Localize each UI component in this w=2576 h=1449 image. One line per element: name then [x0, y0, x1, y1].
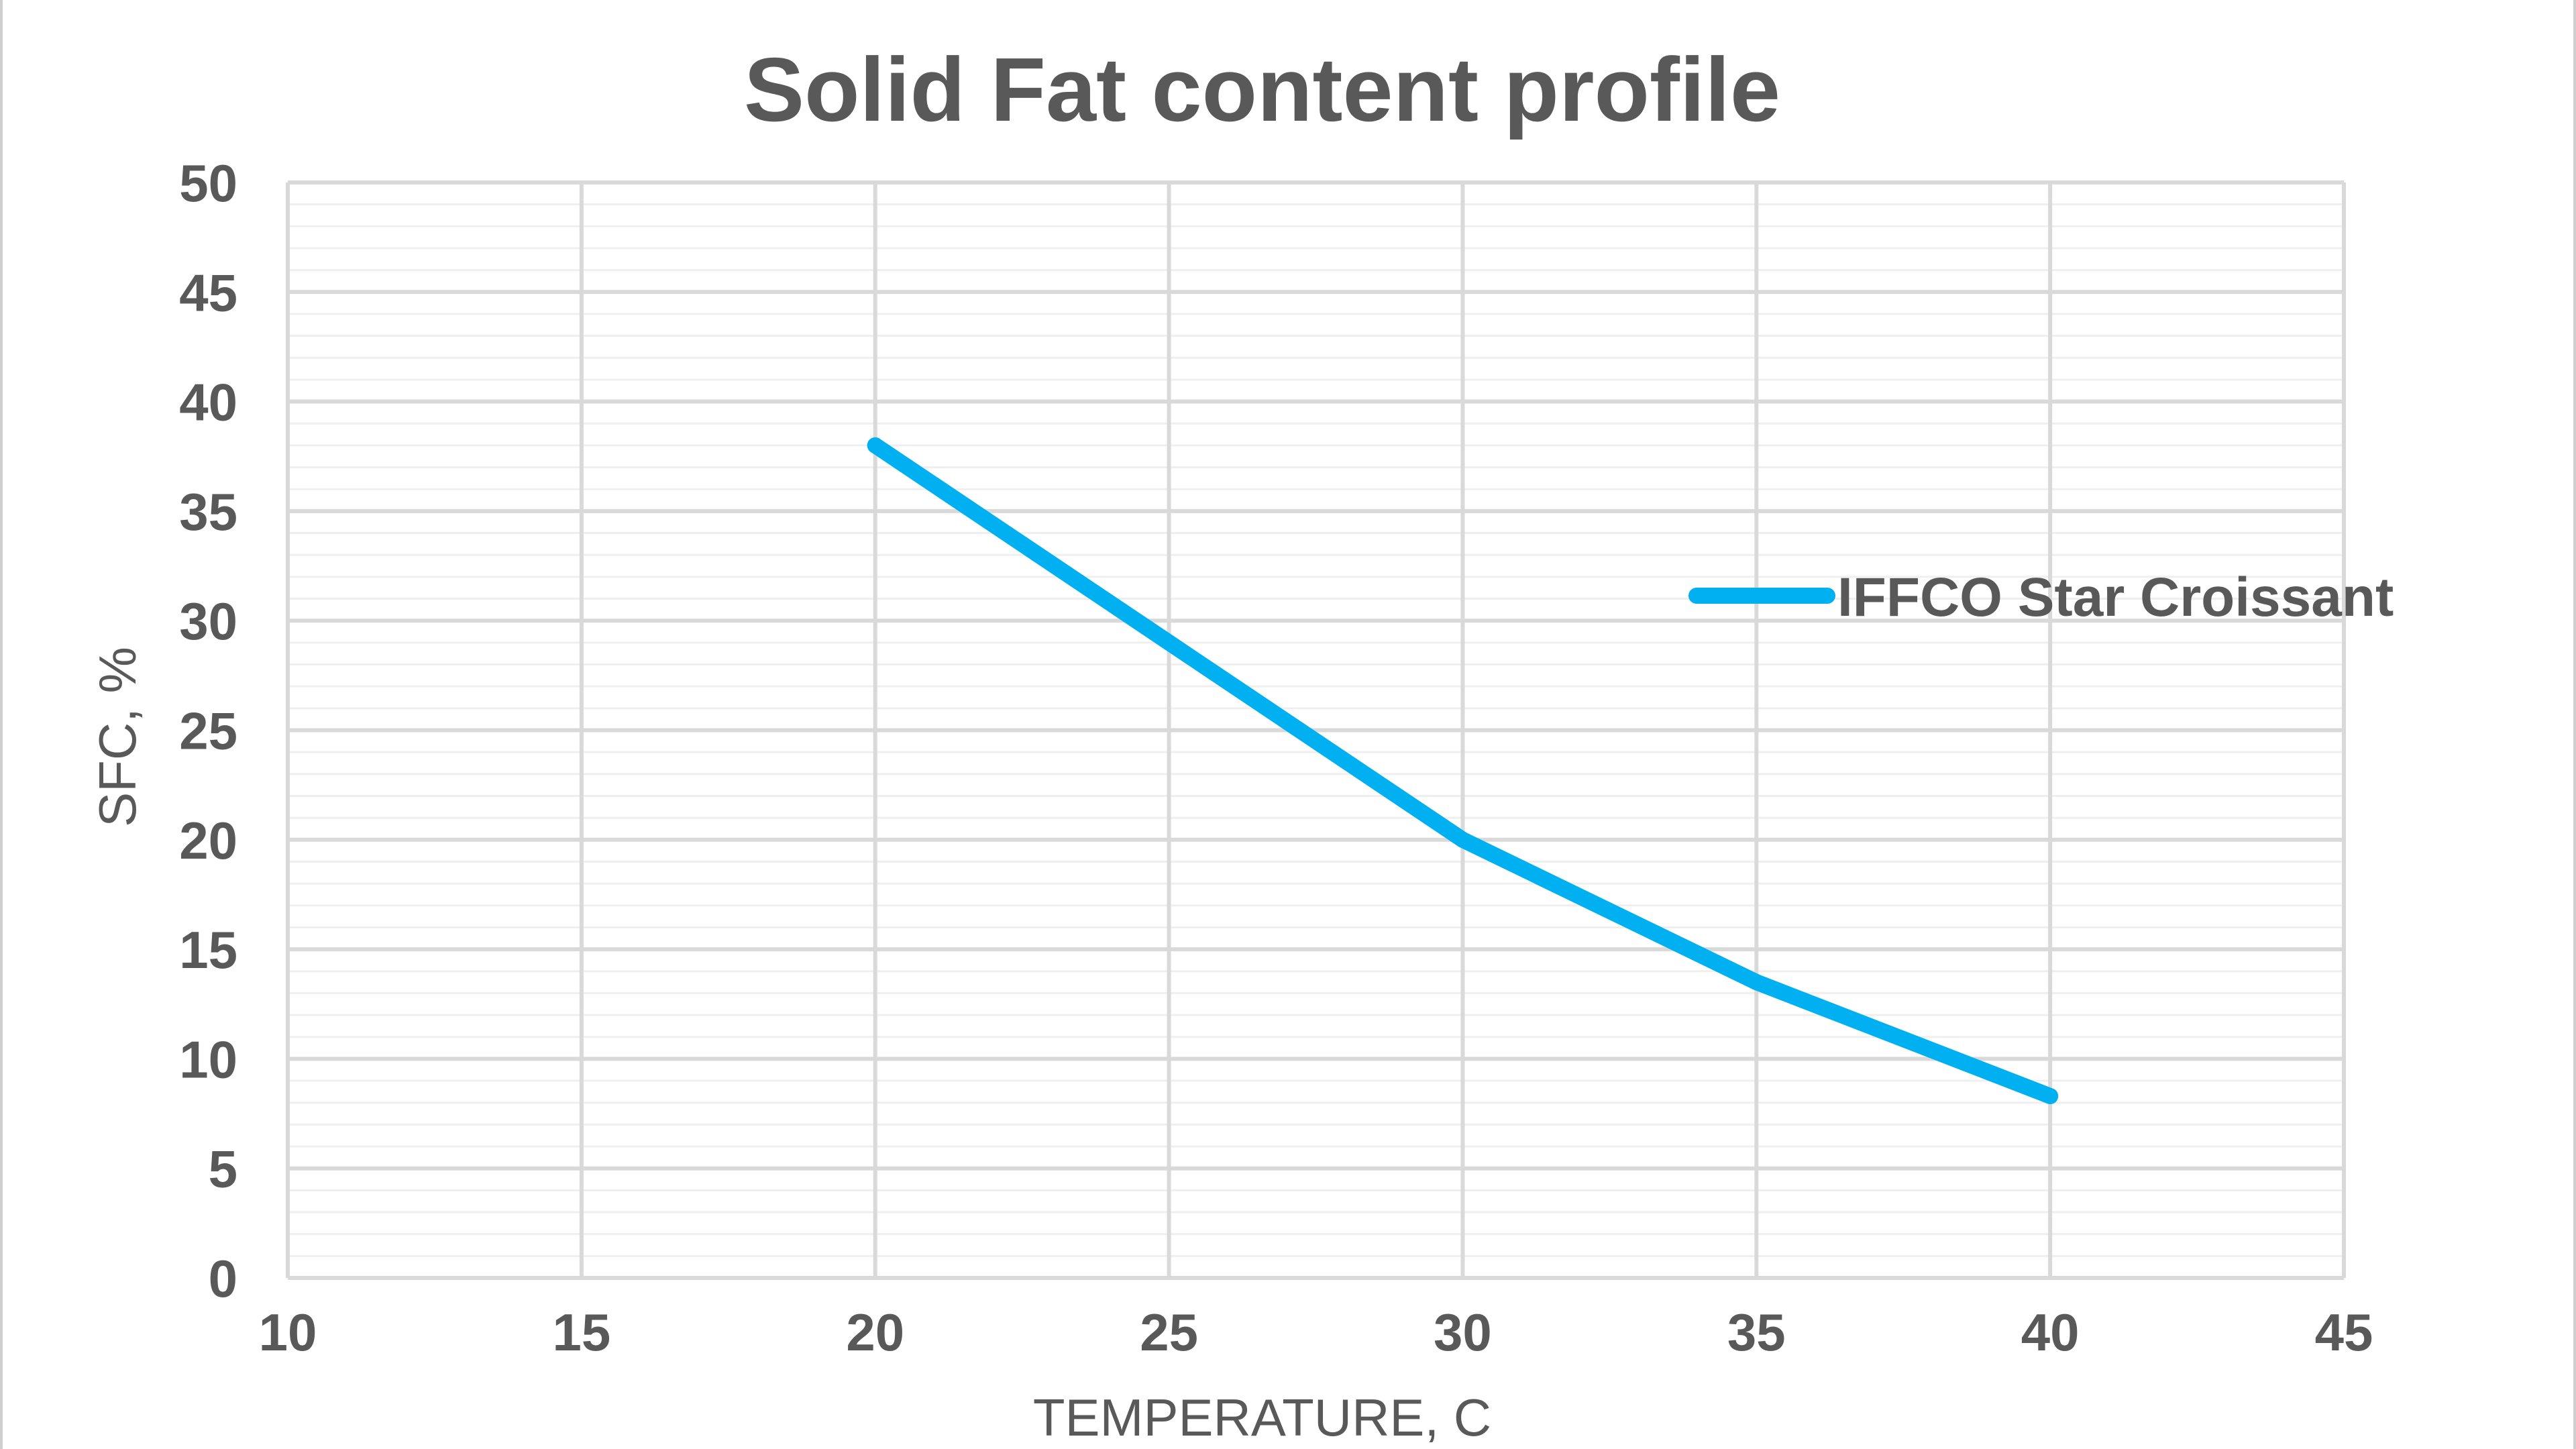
- series-layer: [867, 437, 2059, 1104]
- x-tick-label: 30: [1434, 1303, 1492, 1362]
- x-axis-title: TEMPERATURE, C: [1033, 1388, 1491, 1447]
- y-tick-label: 20: [179, 811, 237, 870]
- y-tick-label: 0: [209, 1249, 237, 1308]
- x-tick-label: 35: [1727, 1303, 1786, 1362]
- y-tick-label: 50: [179, 154, 237, 213]
- data-point: [867, 437, 883, 453]
- data-point: [1454, 831, 1471, 848]
- y-tick-label: 10: [179, 1030, 237, 1089]
- legend-label: IFFCO Star Croissant: [1837, 567, 2394, 628]
- data-point: [1748, 974, 1765, 991]
- chart: Solid Fat content profile 10 15 20 25 30 35 40…: [88, 39, 2394, 1447]
- y-tick-label: 15: [179, 920, 237, 979]
- y-tick-label: 45: [179, 263, 237, 322]
- data-point: [1161, 634, 1177, 651]
- x-tick-label: 20: [846, 1303, 904, 1362]
- chart-title: Solid Fat content profile: [744, 39, 1780, 140]
- x-tick-label: 45: [2315, 1303, 2373, 1362]
- x-axis-ticks: 10 15 20 25 30 35 40 45: [259, 1303, 2373, 1362]
- y-tick-label: 40: [179, 373, 237, 432]
- x-tick-label: 10: [259, 1303, 317, 1362]
- y-axis-title: SFC, %: [88, 647, 147, 827]
- data-point: [2042, 1087, 2059, 1104]
- y-axis-ticks: 0 5 10 15 20 25 30 35 40 45 50: [179, 154, 237, 1308]
- x-tick-label: 40: [2021, 1303, 2080, 1362]
- minor-gridlines: [288, 203, 2344, 1257]
- y-tick-label: 30: [179, 592, 237, 651]
- major-gridlines: [286, 180, 2346, 1280]
- y-tick-label: 35: [179, 482, 237, 541]
- y-tick-label: 25: [179, 702, 237, 761]
- x-tick-label: 15: [552, 1303, 610, 1362]
- x-tick-label: 25: [1140, 1303, 1198, 1362]
- y-tick-label: 5: [209, 1140, 237, 1199]
- legend: IFFCO Star Croissant: [1688, 567, 2394, 628]
